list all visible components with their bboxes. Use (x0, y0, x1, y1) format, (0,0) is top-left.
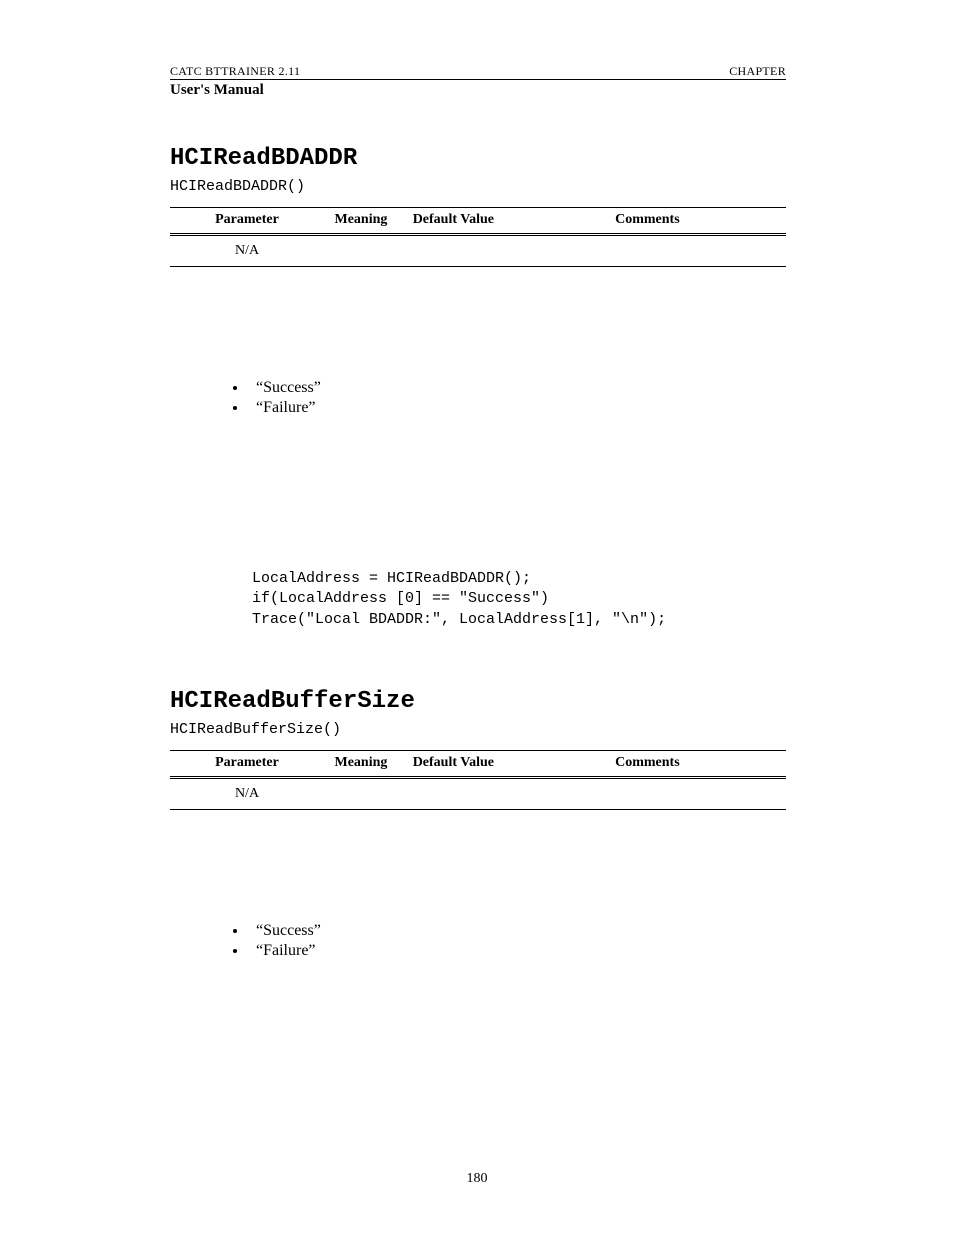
parameter-table-1: Parameter Meaning Default Value Comments… (170, 207, 786, 267)
cell-default (398, 235, 509, 267)
page: CATC BTTRAINER 2.11 CHAPTER User's Manua… (0, 0, 954, 1235)
list-item: “Success” (248, 922, 786, 940)
section-title-hcireadbdaddr: HCIReadBDADDR (170, 145, 786, 172)
col-meaning: Meaning (324, 208, 398, 235)
table-row: N/A (170, 235, 786, 267)
cell-meaning (324, 235, 398, 267)
col-default: Default Value (398, 750, 509, 777)
col-meaning: Meaning (324, 750, 398, 777)
return-values-list-1: “Success” “Failure” (170, 379, 786, 417)
header-manual: User's Manual (170, 79, 786, 99)
spacer (170, 419, 786, 569)
function-signature-2: HCIReadBufferSize() (170, 721, 786, 738)
running-header: CATC BTTRAINER 2.11 CHAPTER (170, 64, 786, 79)
cell-parameter: N/A (170, 235, 324, 267)
return-values-list-2: “Success” “Failure” (170, 922, 786, 960)
col-comments: Comments (509, 750, 786, 777)
header-right: CHAPTER (729, 64, 786, 79)
cell-parameter: N/A (170, 777, 324, 809)
function-signature-1: HCIReadBDADDR() (170, 178, 786, 195)
col-default: Default Value (398, 208, 509, 235)
code-example-1: LocalAddress = HCIReadBDADDR(); if(Local… (252, 569, 786, 630)
table-header-row: Parameter Meaning Default Value Comments (170, 208, 786, 235)
list-item: “Failure” (248, 942, 786, 960)
cell-meaning (324, 777, 398, 809)
cell-default (398, 777, 509, 809)
col-comments: Comments (509, 208, 786, 235)
list-item: “Failure” (248, 399, 786, 417)
page-number: 180 (0, 1171, 954, 1187)
table-row: N/A (170, 777, 786, 809)
col-parameter: Parameter (170, 208, 324, 235)
list-item: “Success” (248, 379, 786, 397)
cell-comments (509, 777, 786, 809)
parameter-table-2: Parameter Meaning Default Value Comments… (170, 750, 786, 810)
spacer (170, 267, 786, 379)
col-parameter: Parameter (170, 750, 324, 777)
cell-comments (509, 235, 786, 267)
header-left: CATC BTTRAINER 2.11 (170, 64, 300, 79)
table-header-row: Parameter Meaning Default Value Comments (170, 750, 786, 777)
spacer (170, 810, 786, 922)
section-title-hcireadbuffersize: HCIReadBufferSize (170, 688, 786, 715)
